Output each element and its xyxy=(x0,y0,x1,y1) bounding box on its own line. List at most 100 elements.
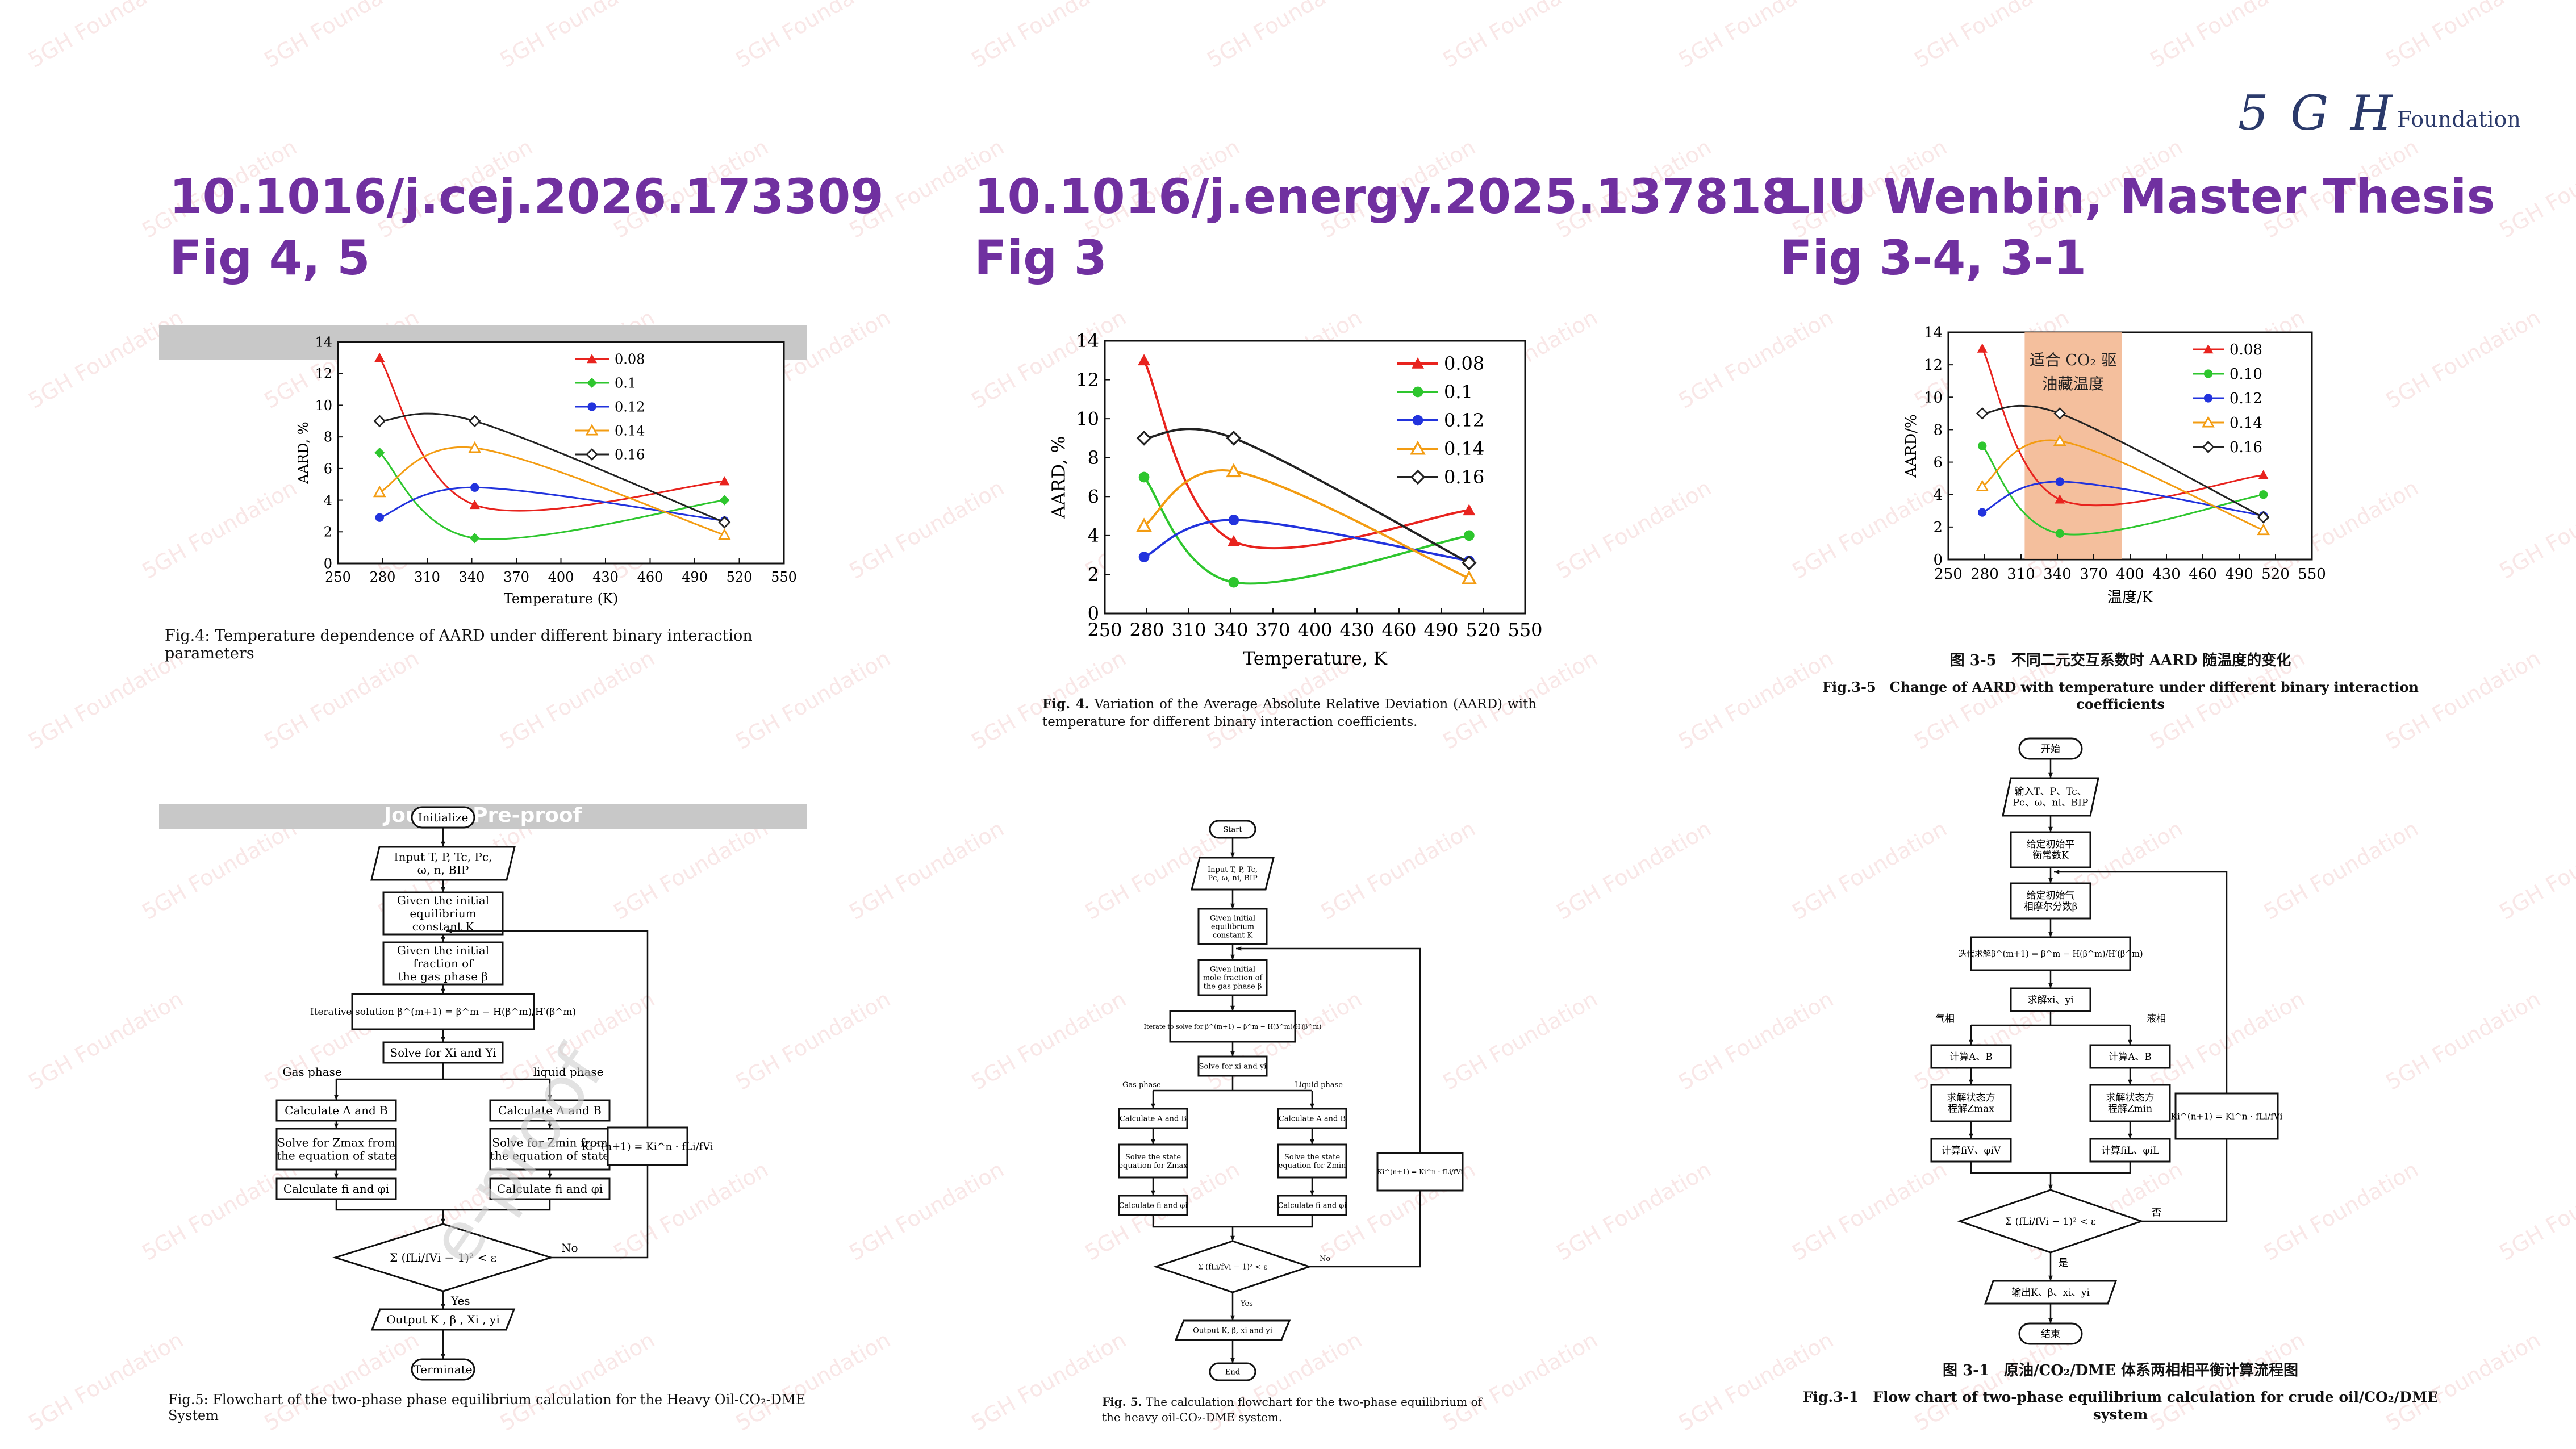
yes-label: Yes xyxy=(450,1294,470,1308)
loop-line-upper xyxy=(1236,947,1421,1153)
liquid-solve-z-node-text-0: Solve the state xyxy=(1284,1153,1340,1162)
arrow-gk-gb-head xyxy=(2048,878,2053,883)
watermark-text-63: 5GH Foundation xyxy=(845,816,1008,924)
solve-xy-node: 求解xi、yi xyxy=(2010,987,2091,1012)
input-node-text-0: Input T, P, Tc, xyxy=(1208,866,1258,874)
arrow-split-liquid-head xyxy=(1310,1103,1314,1109)
x-tick-label-7: 460 xyxy=(1381,619,1416,641)
arrow-liquid-ab-z-head xyxy=(1310,1139,1314,1145)
x-tick-label-8: 490 xyxy=(2225,566,2253,583)
watermark-text-6: 5GH Foundation xyxy=(1439,0,1602,73)
initial-k-node-text-1: equilibrium xyxy=(410,907,476,920)
data-point-3-1 xyxy=(468,441,482,453)
x-tick-label-10: 550 xyxy=(771,569,797,585)
y-tick-label-0: 0 xyxy=(1933,552,1943,569)
x-tick-label-4: 370 xyxy=(2080,566,2108,583)
data-point-3-0 xyxy=(373,485,386,498)
arrow-liquid-ab-z-head xyxy=(548,1123,552,1129)
iterative-solution-node: 迭代求解β^(m+1) = β^m − H(β^m)/H′(β^m) xyxy=(1958,936,2143,971)
arrow-split-liquid-head xyxy=(2128,1039,2132,1045)
arrow-liquid-z-f-head xyxy=(548,1173,552,1179)
legend-marker-0 xyxy=(2203,344,2214,354)
chart-3-caption-cn: 图 3-5 不同二元交互系数时 AARD 随温度的变化 xyxy=(1949,652,2291,669)
liquid-calc-f-node-text-0: Calculate fi and φi xyxy=(1277,1202,1346,1210)
column-1-heading: 10.1016/j.cej.2026.173309 Fig 4, 5 xyxy=(169,166,884,289)
data-point-3-1 xyxy=(1226,463,1242,478)
initial-k-node-shape xyxy=(382,891,504,936)
liquid-phase-label: 液相 xyxy=(2147,1013,2166,1025)
loop-line-lower xyxy=(2141,1139,2228,1222)
column-2-figs: Fig 3 xyxy=(974,230,1107,286)
data-point-4-1 xyxy=(468,415,481,428)
initial-k-node-text-0: 给定初始平 xyxy=(2027,839,2075,850)
x-tick-label-3: 340 xyxy=(2043,566,2072,583)
gas-solve-z-node-text-0: Solve the state xyxy=(1125,1153,1181,1162)
y-axis-label: AARD/% xyxy=(1903,414,1920,478)
watermark-text-0: 5GH Foundation xyxy=(24,0,187,73)
initial-k-node-shape xyxy=(2010,831,2091,868)
y-axis-label: AARD, % xyxy=(295,421,311,484)
data-point-0-2 xyxy=(1463,504,1476,516)
y-tick-label-6: 12 xyxy=(315,366,332,382)
y-tick-label-5: 10 xyxy=(315,398,332,414)
gas-solve-z-node-shape xyxy=(1930,1084,2012,1122)
x-axis-label: 温度/K xyxy=(2107,589,2153,606)
legend-label-3: 0.14 xyxy=(1444,438,1484,460)
foundation-logo: 5 G H Foundation xyxy=(2238,85,2521,142)
chart-2-caption-label: Fig. 4. xyxy=(1042,696,1089,712)
end-node-shape xyxy=(411,1358,475,1381)
gas-calc-f-node-text-0: Calculate fi and φi xyxy=(283,1182,389,1196)
y-tick-label-2: 4 xyxy=(324,492,332,508)
data-point-0-2 xyxy=(2258,470,2269,479)
arrow-iter-sxy-head xyxy=(2048,983,2053,988)
legend-label-3: 0.14 xyxy=(615,423,645,439)
series-line-2 xyxy=(379,486,725,522)
logo-text: Foundation xyxy=(2397,107,2521,132)
arrow-iter-sxy-head xyxy=(441,1037,445,1042)
gas-solve-z-node-shape xyxy=(275,1128,397,1171)
gas-calc-ab-node: Calculate A and B xyxy=(275,1099,397,1122)
k-update-node-shape xyxy=(2174,1092,2279,1140)
watermark-text-42: 5GH Foundation xyxy=(1552,475,1715,583)
watermark-text-5: 5GH Foundation xyxy=(1203,0,1366,73)
column-1-doi: 10.1016/j.cej.2026.173309 xyxy=(169,169,884,224)
loop-line-upper xyxy=(446,930,649,1128)
convergence-decision-node: Σ (fLi/fVi − 1)² < ε xyxy=(1153,1240,1312,1293)
legend-label-3: 0.14 xyxy=(2230,415,2262,432)
watermark-text-94: 5GH Foundation xyxy=(2495,1156,2576,1265)
data-point-4-0 xyxy=(1136,431,1152,446)
start-node: 开始 xyxy=(2018,737,2083,760)
column-3-heading: LIU Wenbin, Master Thesis Fig 3-4, 3-1 xyxy=(1780,166,2495,289)
legend-label-0: 0.08 xyxy=(615,351,645,367)
legend-label-2: 0.12 xyxy=(615,399,645,415)
arrow-liquid-z-f-head xyxy=(2128,1133,2132,1139)
x-tick-label-8: 490 xyxy=(682,569,708,585)
initial-beta-node-shape xyxy=(382,941,504,986)
iterative-solution-node: Iterative solution β^(m+1) = β^m − H(β^m… xyxy=(310,993,576,1030)
end-node: 结束 xyxy=(2018,1322,2083,1345)
arrow-liquid-ab-z-head xyxy=(2128,1079,2132,1085)
legend-label-4: 0.16 xyxy=(1444,466,1484,488)
convergence-decision-node-text-0: Σ (fLi/fVi − 1)² < ε xyxy=(2005,1216,2096,1227)
gas-phase-label: Gas phase xyxy=(283,1065,342,1079)
k-update-node: Ki^(n+1) = Ki^n · fLi/fVi xyxy=(2171,1092,2282,1140)
solve-xy-node-text-0: Solve for xi and yi xyxy=(1199,1063,1267,1071)
flowchart-2-caption: Fig. 5. The calculation flowchart for th… xyxy=(1102,1394,1488,1425)
x-tick-label-10: 550 xyxy=(2298,566,2326,583)
loop-line-upper-head xyxy=(1236,946,1242,951)
liquid-solve-z-node-shape xyxy=(1277,1143,1347,1179)
solve-xy-node: Solve for Xi and Yi xyxy=(382,1041,504,1064)
y-tick-label-5: 10 xyxy=(1924,389,1943,406)
x-tick-label-8: 490 xyxy=(1423,619,1458,641)
liquid-calc-ab-node-shape xyxy=(1277,1108,1347,1129)
initial-beta-node-text-0: 给定初始气 xyxy=(2027,890,2075,901)
flowchart-2-caption-label: Fig. 5. xyxy=(1102,1395,1142,1409)
watermark-text-76: 5GH Foundation xyxy=(967,986,1130,1095)
data-point-3-2 xyxy=(1461,570,1477,584)
arrow-decision-output-head xyxy=(1230,1315,1235,1321)
gas-phase-label: Gas phase xyxy=(1122,1081,1161,1089)
